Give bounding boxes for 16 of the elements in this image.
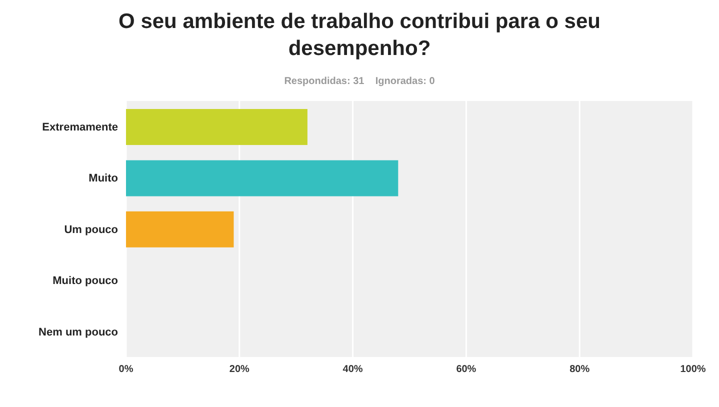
y-tick-label: Extremamente (42, 122, 118, 134)
chart-title: O seu ambiente de trabalho contribui para o seu desempenho? (118, 9, 602, 62)
y-tick-label: Um pouco (64, 224, 118, 236)
x-tick-label: 80% (570, 364, 590, 376)
bar (126, 211, 234, 248)
y-tick-label: Muito (88, 172, 118, 185)
bar (126, 109, 308, 145)
chart-subtitle: Respondidas: 31 Ignoradas: 0 (283, 76, 436, 87)
x-tick-label: 20% (229, 364, 250, 376)
x-tick-label: 60% (456, 364, 476, 376)
x-tick-label: 0% (118, 364, 134, 376)
bar (126, 160, 398, 196)
x-tick-label: 100% (680, 364, 706, 376)
y-tick-label: Muito pouco (52, 275, 118, 288)
y-tick-label: Nem um pouco (38, 326, 118, 338)
x-tick-label: 40% (342, 364, 363, 376)
